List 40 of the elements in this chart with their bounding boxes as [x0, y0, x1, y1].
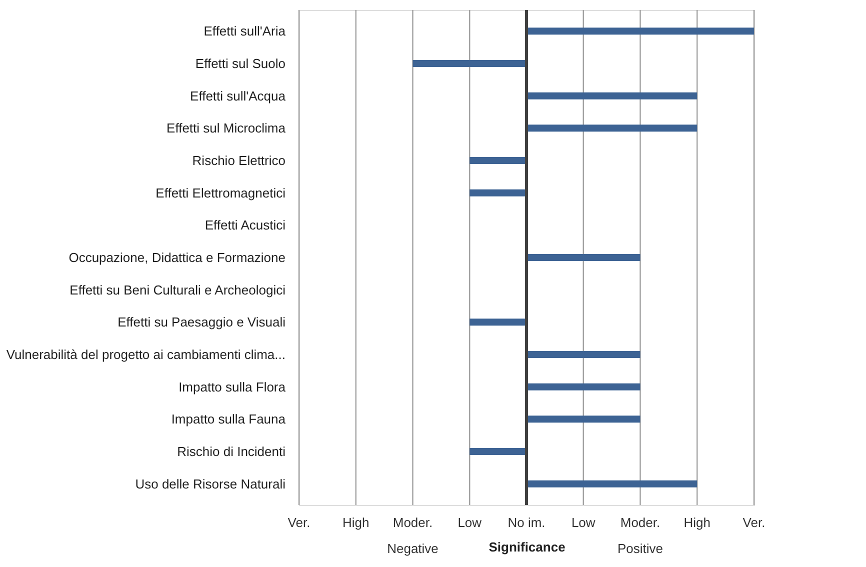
bar	[526, 383, 640, 390]
y-tick-label: Impatto sulla Fauna	[171, 412, 286, 427]
y-tick-label: Effetti su Beni Culturali e Archeologici	[70, 282, 286, 298]
y-tick-label: Effetti sul Suolo	[195, 56, 286, 71]
x-axis-title: Significance	[488, 540, 566, 554]
y-tick-label: Effetti sull'Acqua	[190, 88, 286, 104]
bar	[470, 448, 526, 455]
y-tick-label: Vulnerabilità del progetto ai cambiamenti clima...	[6, 347, 286, 362]
y-tick-label: Effetti sull'Aria	[204, 24, 286, 39]
y-tick-label: Effetti su Paesaggio e Visuali	[118, 314, 286, 330]
text: Positive	[617, 541, 664, 556]
y-tick-label: Effetti Elettromagnetici	[156, 185, 286, 200]
text: Moder.	[620, 515, 660, 530]
bar	[412, 60, 526, 67]
text: High	[684, 515, 710, 530]
text: High	[342, 515, 370, 530]
bar	[526, 416, 640, 423]
y-tick-label: Uso delle Risorse Naturali	[135, 476, 286, 492]
bar	[526, 92, 698, 100]
bar	[526, 480, 698, 488]
text: Low	[458, 515, 482, 530]
y-tick-label: Occupazione, Didattica e Formazione	[68, 250, 286, 265]
bar	[470, 157, 526, 164]
text: Ver.	[742, 515, 766, 530]
text: Moder.	[392, 515, 433, 530]
y-tick-label: Rischio di Incidenti	[177, 444, 286, 459]
y-tick-label: Rischio Elettrico	[192, 153, 286, 168]
y-tick-label: Effetti Acustici	[204, 218, 286, 233]
bar	[526, 28, 754, 35]
bar	[526, 254, 640, 261]
y-tick-label: Impatto sulla Flora	[178, 379, 286, 394]
text: Ver.	[288, 515, 310, 530]
text: No im.	[508, 515, 546, 530]
bar	[470, 189, 526, 196]
bar	[526, 124, 698, 132]
y-tick-label: Effetti sul Microclima	[166, 120, 286, 136]
text: Low	[571, 515, 596, 530]
bar	[526, 351, 640, 358]
bar	[470, 318, 526, 326]
text: Negative	[387, 541, 438, 556]
